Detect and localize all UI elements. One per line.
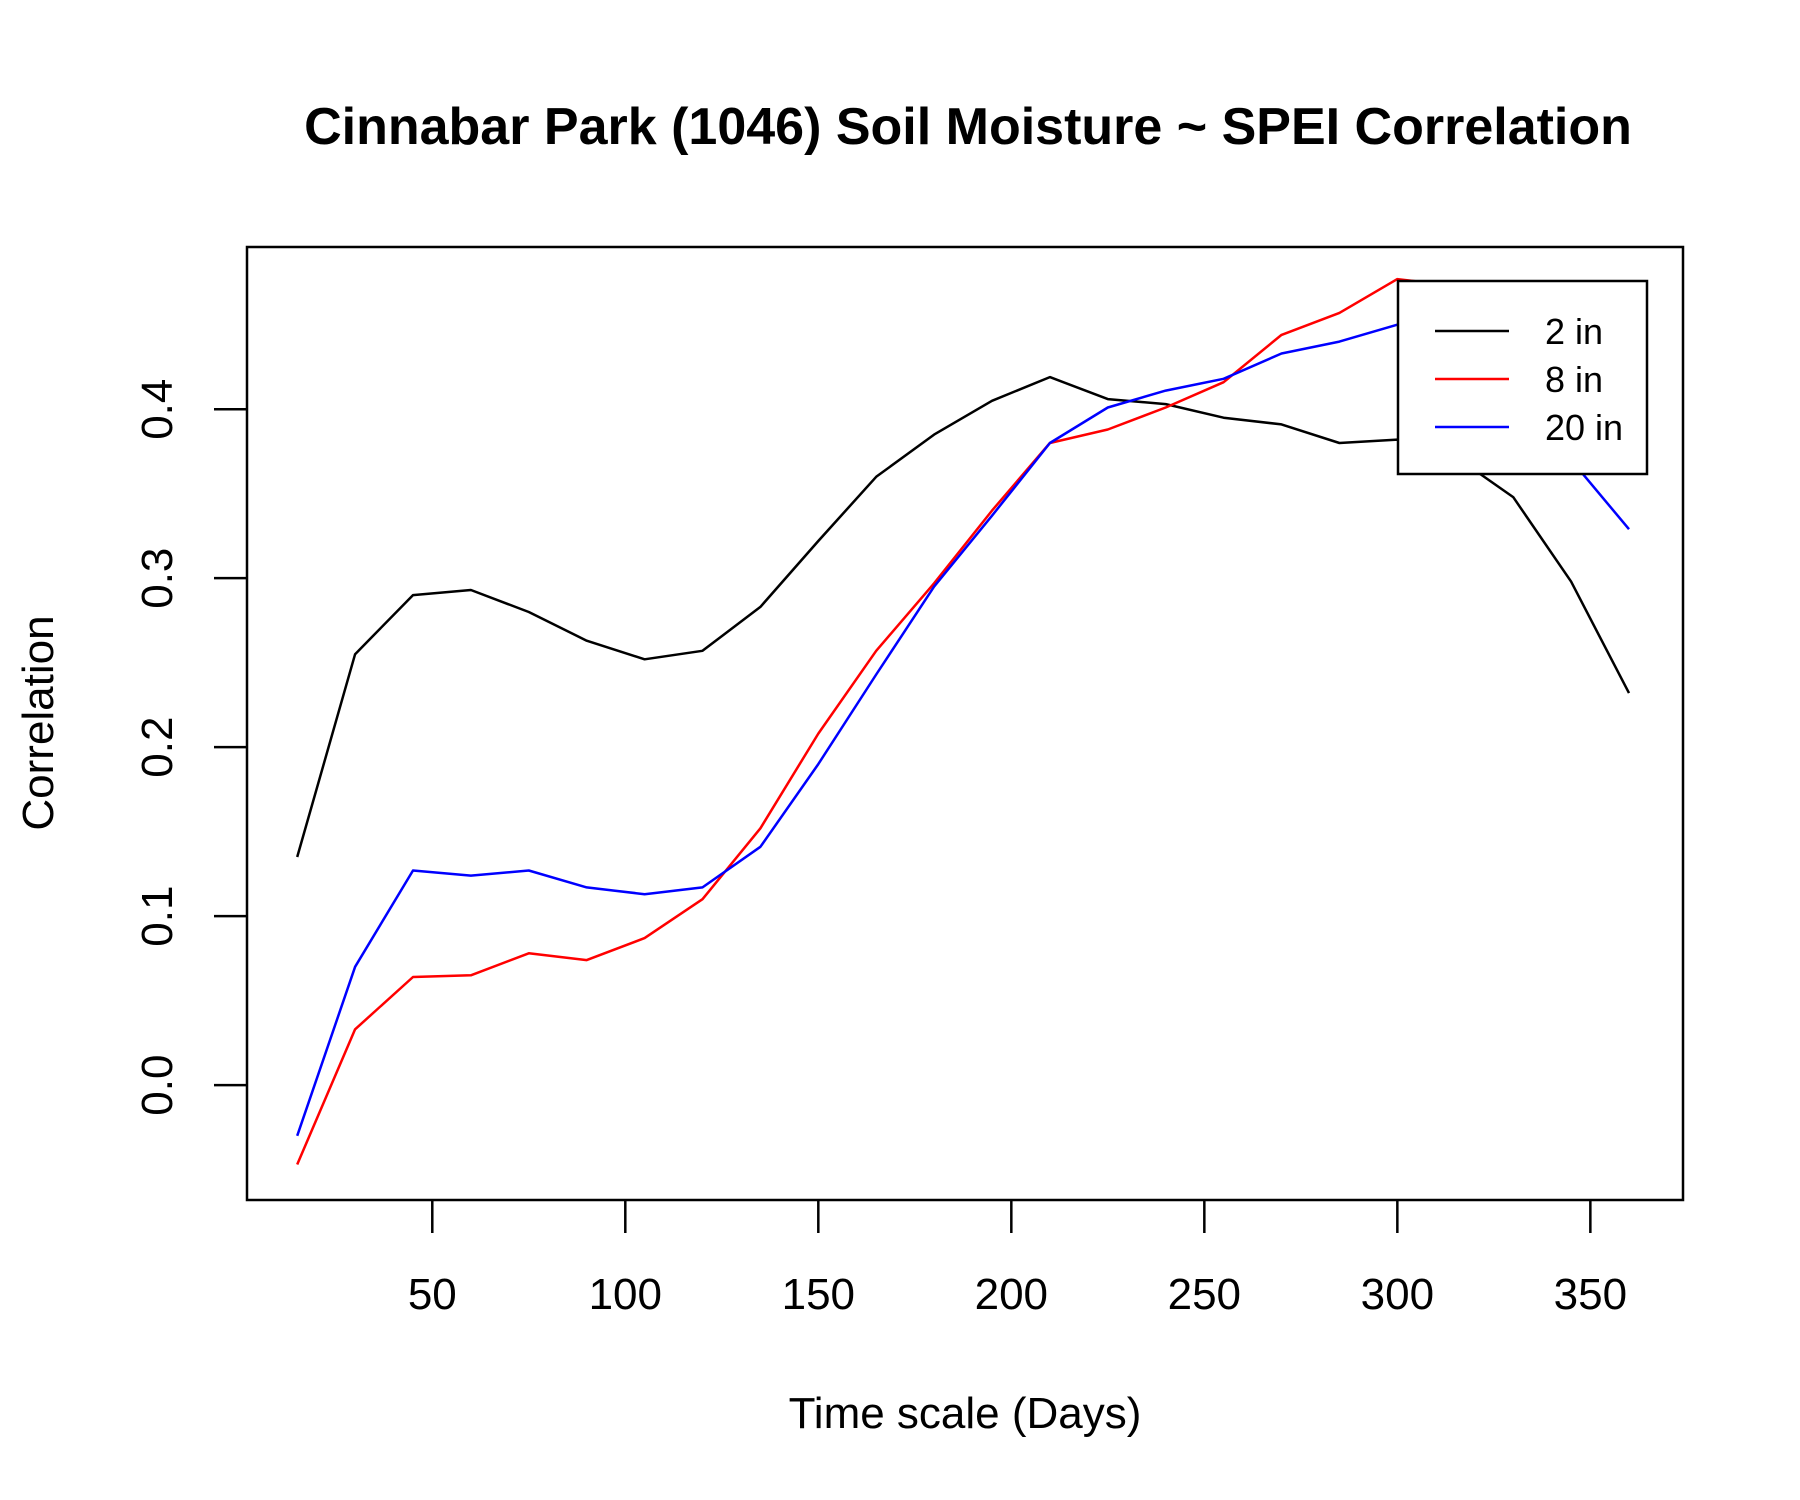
legend-label: 20 in: [1545, 407, 1623, 448]
legend: 2 in 8 in 20 in: [1396, 279, 1649, 476]
x-axis: 50 100 150 200 250 300 350: [408, 1200, 1627, 1319]
x-tick-label: 300: [1361, 1270, 1434, 1319]
x-tick-label: 100: [589, 1270, 662, 1319]
legend-label: 2 in: [1545, 311, 1603, 352]
x-tick-label: 250: [1168, 1270, 1241, 1319]
y-tick-label: 0.4: [133, 379, 182, 440]
chart-title: Cinnabar Park (1046) Soil Moisture ~ SPE…: [304, 98, 1632, 156]
x-axis-title: Time scale (Days): [789, 1389, 1142, 1438]
y-tick-label: 0.3: [133, 548, 182, 609]
legend-box: [1396, 279, 1649, 476]
y-axis: 0.0 0.1 0.2 0.3 0.4: [133, 379, 247, 1116]
x-tick-label: 150: [782, 1270, 855, 1319]
x-tick-label: 50: [408, 1270, 457, 1319]
y-tick-label: 0.0: [133, 1055, 182, 1116]
y-axis-title: Correlation: [14, 615, 63, 830]
x-tick-label: 200: [975, 1270, 1048, 1319]
x-tick-label: 350: [1554, 1270, 1627, 1319]
y-tick-label: 0.1: [133, 886, 182, 947]
legend-label: 8 in: [1545, 359, 1603, 400]
plot-frame: [245, 245, 1685, 1202]
y-tick-label: 0.2: [133, 717, 182, 778]
